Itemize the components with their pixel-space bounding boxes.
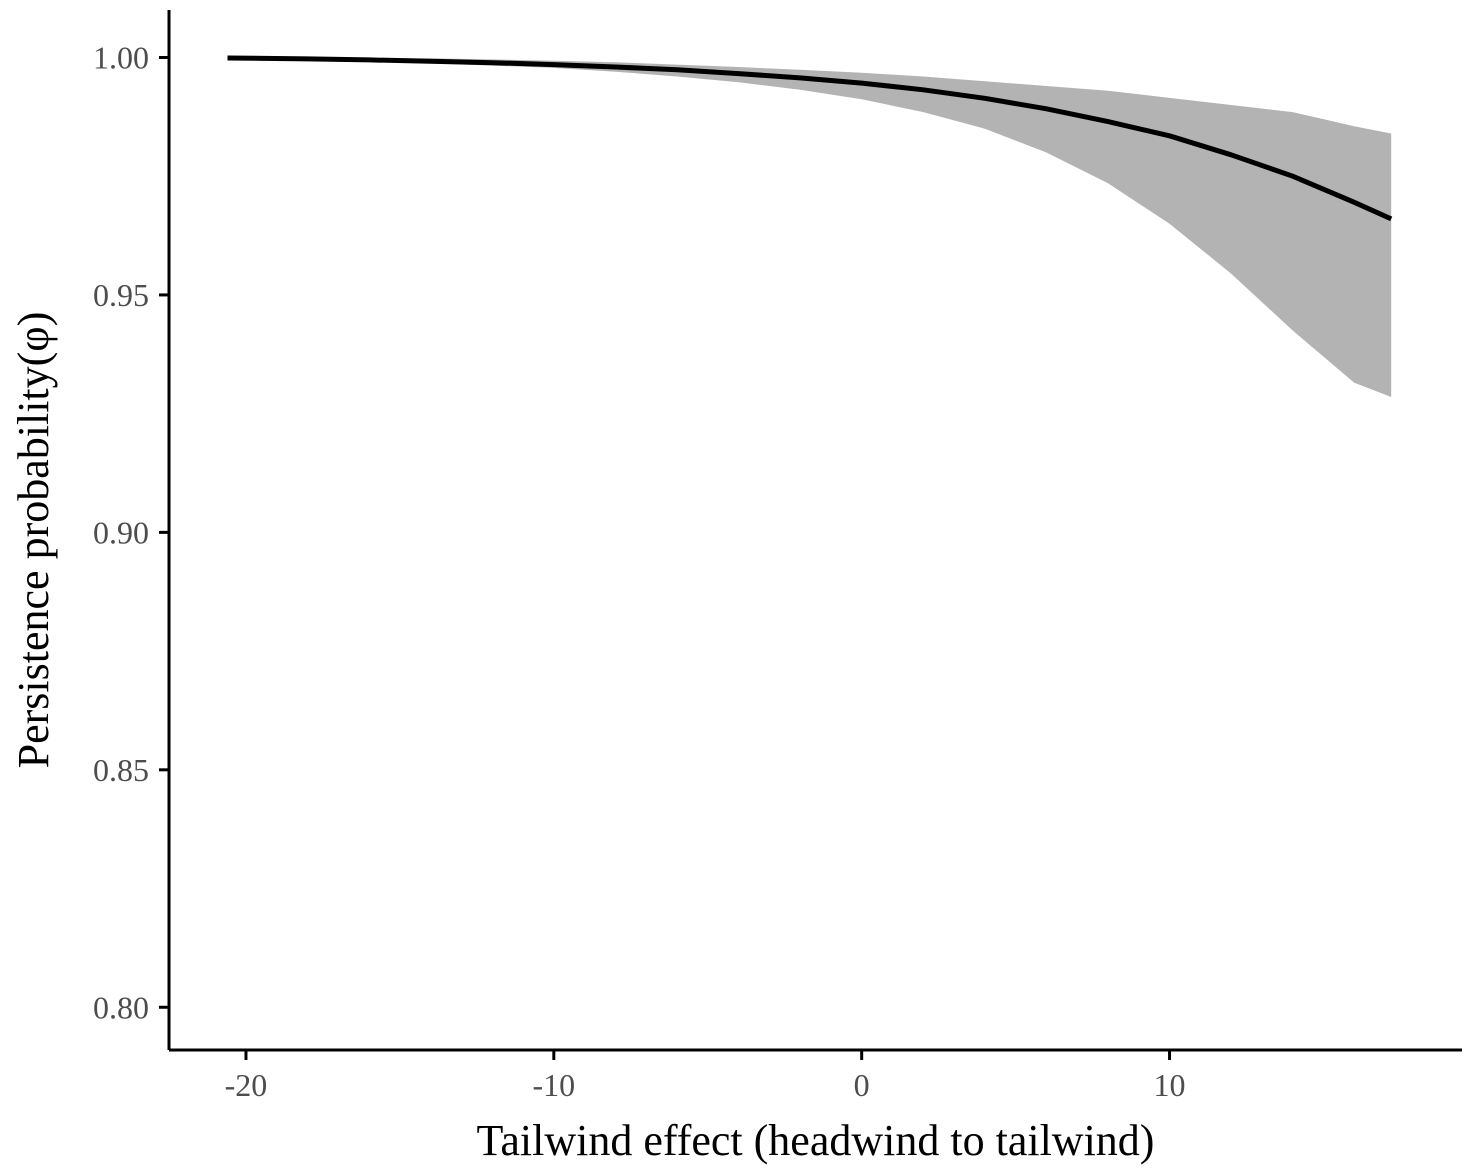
y-tick-label: 1.00 — [93, 39, 149, 75]
plot-area — [227, 55, 1393, 397]
x-axis-title: Tailwind effect (headwind to tailwind) — [477, 1116, 1155, 1165]
y-axis-title: Persistence probability(φ) — [9, 312, 58, 769]
y-tick-label: 0.95 — [93, 277, 149, 313]
y-tick-label: 0.90 — [93, 514, 149, 550]
y-axis-ticks: 0.80 0.85 0.90 0.95 1.00 — [93, 39, 169, 1025]
y-tick-label: 0.80 — [93, 989, 149, 1025]
x-tick-label: -10 — [532, 1067, 575, 1103]
x-tick-label: 0 — [854, 1067, 870, 1103]
y-tick-label: 0.85 — [93, 752, 149, 788]
fitted-line — [227, 55, 1393, 222]
x-axis-ticks: -20 -10 0 10 — [225, 1050, 1186, 1103]
confidence-ribbon — [227, 57, 1392, 397]
x-tick-label: -20 — [225, 1067, 268, 1103]
x-tick-label: 10 — [1154, 1067, 1186, 1103]
